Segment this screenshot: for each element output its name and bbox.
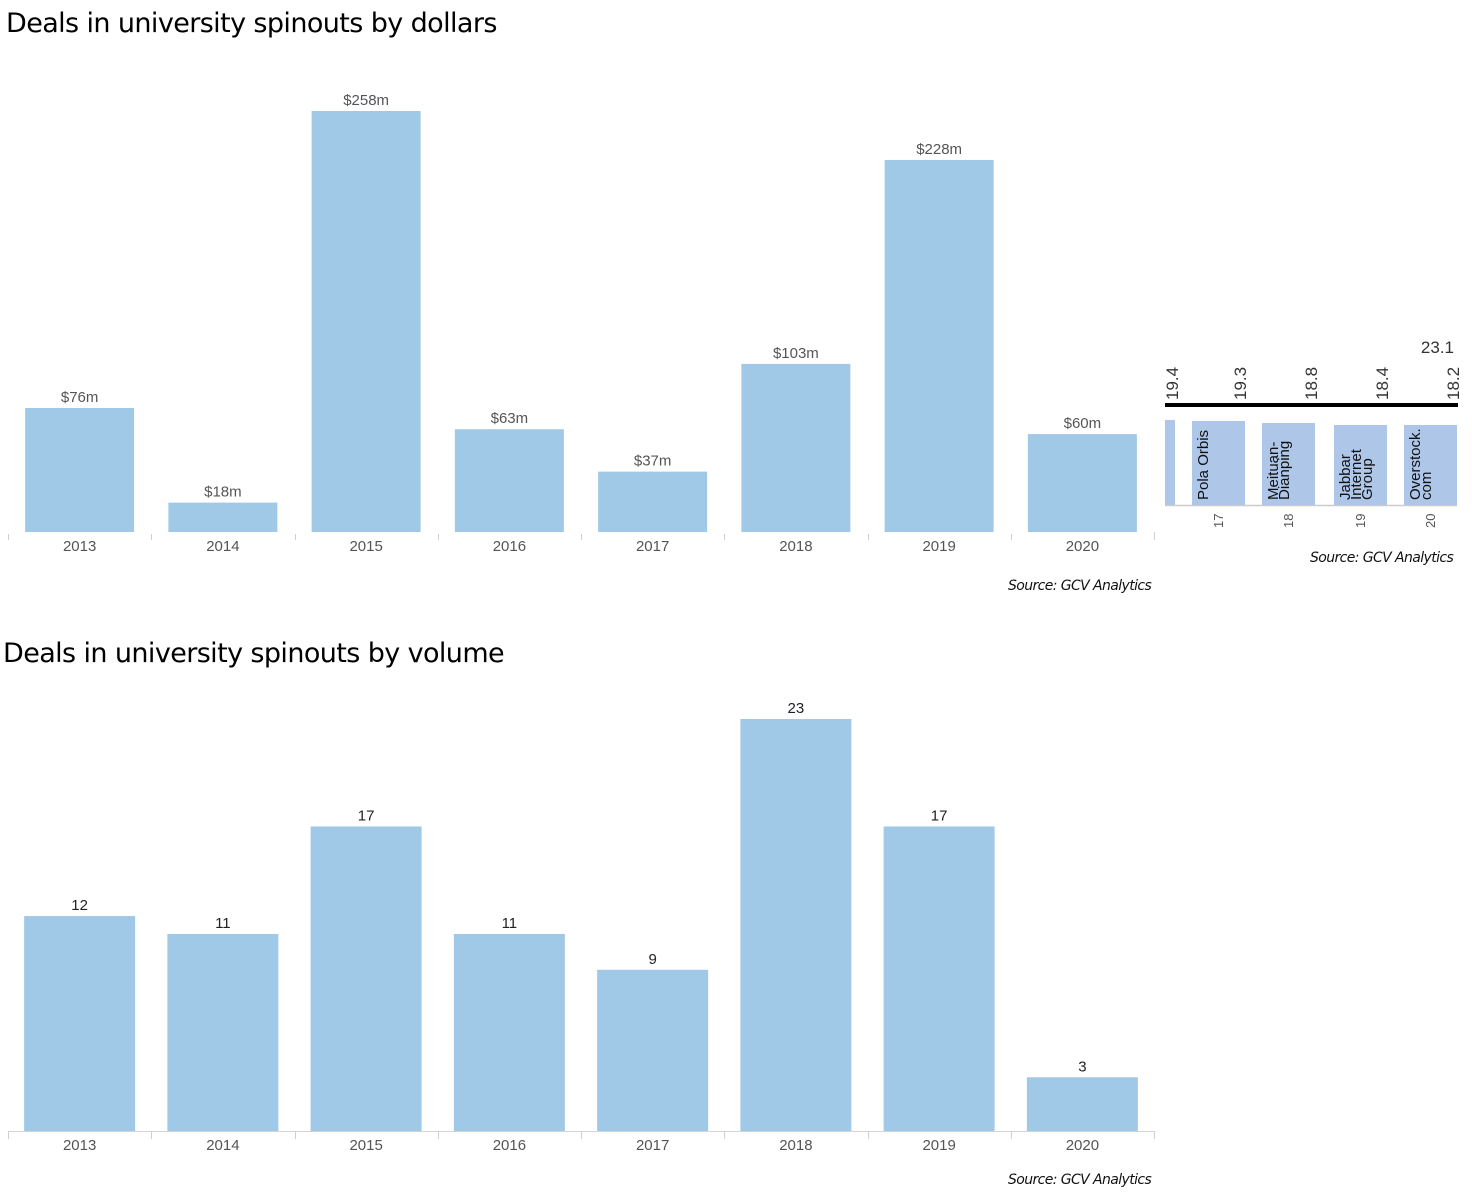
volume-bar-2019: [883, 826, 995, 1131]
dollars-value-label: $103m: [773, 345, 819, 362]
volume-bar-2018: [740, 719, 852, 1131]
volume-value-label: 3: [1078, 1058, 1086, 1075]
volume-value-label: 11: [502, 915, 518, 932]
inset-bar-18: [1262, 423, 1315, 505]
volume-x-tick-label: 2019: [922, 1137, 955, 1154]
inset-value-label: 18.2: [1444, 367, 1463, 400]
dollars-bar-2020: [1027, 434, 1137, 532]
inset-value-label: 19.3: [1231, 367, 1250, 400]
inset-bar-name: Internet: [1348, 448, 1365, 500]
inset-x-tick-label: 20: [1423, 514, 1438, 528]
volume-bar-2014: [167, 933, 279, 1131]
dollars-bar-2018: [741, 363, 851, 532]
dollars-x-tick-label: 2020: [1066, 538, 1099, 555]
volume-value-label: 23: [788, 700, 805, 717]
dollars-value-label: $18m: [204, 484, 242, 501]
inset-x-tick-label: 17: [1211, 514, 1226, 528]
dollars-value-label: $228m: [916, 141, 962, 158]
dollars-bar-2019: [884, 159, 994, 532]
inset-bar-name: Group: [1359, 458, 1376, 500]
inset-bar-name: com: [1418, 472, 1435, 500]
dollars-x-tick-label: 2017: [636, 538, 669, 555]
volume-bar-2016: [453, 933, 565, 1131]
inset-x-tick-label: 18: [1281, 514, 1296, 528]
volume-bar-2015: [310, 826, 422, 1131]
volume-x-tick-label: 2013: [63, 1137, 96, 1154]
dollars-bar-2017: [598, 471, 708, 532]
inset-bar-name: Overstock.: [1407, 428, 1424, 500]
volume-x-tick-label: 2015: [349, 1137, 382, 1154]
volume-value-label: 9: [648, 951, 656, 968]
inset-bar-19: [1334, 425, 1387, 505]
source-note-inset: Source: GCV Analytics: [1310, 550, 1454, 566]
dollars-x-tick-label: 2014: [206, 538, 239, 555]
inset-bar-partial: [1165, 420, 1175, 505]
volume-x-tick-label: 2016: [493, 1137, 526, 1154]
chart-title-dollars: Deals in university spinouts by dollars: [6, 8, 497, 39]
dollars-value-label: $76m: [61, 389, 99, 406]
inset-bar-20: [1404, 425, 1457, 505]
volume-x-tick-label: 2017: [636, 1137, 669, 1154]
dollars-x-tick-label: 2018: [779, 538, 812, 555]
inset-bar-name: Meituan-: [1265, 442, 1282, 500]
volume-x-tick-label: 2018: [779, 1137, 812, 1154]
volume-bar-2017: [597, 969, 709, 1131]
volume-bar-2013: [24, 916, 136, 1131]
dollars-value-label: $37m: [634, 453, 672, 470]
dollars-value-label: $60m: [1064, 415, 1102, 432]
dollars-x-tick-label: 2015: [349, 538, 382, 555]
dollars-bar-2016: [454, 429, 564, 532]
volume-value-label: 11: [215, 915, 231, 932]
inset-extra-value-label: 23.1: [1421, 338, 1454, 357]
inset-bar-name: Dianping: [1276, 441, 1293, 500]
inset-bar-name: Jabbar: [1337, 454, 1354, 500]
volume-value-label: 17: [931, 807, 948, 824]
dollars-x-tick-label: 2016: [493, 538, 526, 555]
volume-x-tick-label: 2014: [206, 1137, 239, 1154]
volume-bar-2020: [1026, 1077, 1138, 1131]
dollars-bar-2014: [168, 502, 278, 532]
inset-bar-name: Pola Orbis: [1195, 430, 1212, 500]
inset-value-label: 18.4: [1373, 367, 1392, 400]
dollars-bar-2015: [311, 111, 421, 532]
dollars-x-tick-label: 2019: [922, 538, 955, 555]
volume-value-label: 17: [358, 807, 375, 824]
volume-value-label: 12: [71, 897, 88, 914]
dollars-value-label: $63m: [491, 410, 529, 427]
inset-value-label: 19.4: [1163, 367, 1182, 400]
inset-value-label: 18.8: [1302, 367, 1321, 400]
source-note-volume: Source: GCV Analytics: [1008, 1172, 1152, 1188]
dollars-bar-2013: [25, 407, 135, 532]
inset-bar-17: [1192, 421, 1245, 505]
dollars-x-tick-label: 2013: [63, 538, 96, 555]
chart-title-volume: Deals in university spinouts by volume: [3, 638, 505, 669]
inset-x-tick-label: 19: [1353, 514, 1368, 528]
source-note-dollars: Source: GCV Analytics: [1008, 578, 1152, 594]
dollars-value-label: $258m: [343, 92, 389, 109]
volume-x-tick-label: 2020: [1066, 1137, 1099, 1154]
